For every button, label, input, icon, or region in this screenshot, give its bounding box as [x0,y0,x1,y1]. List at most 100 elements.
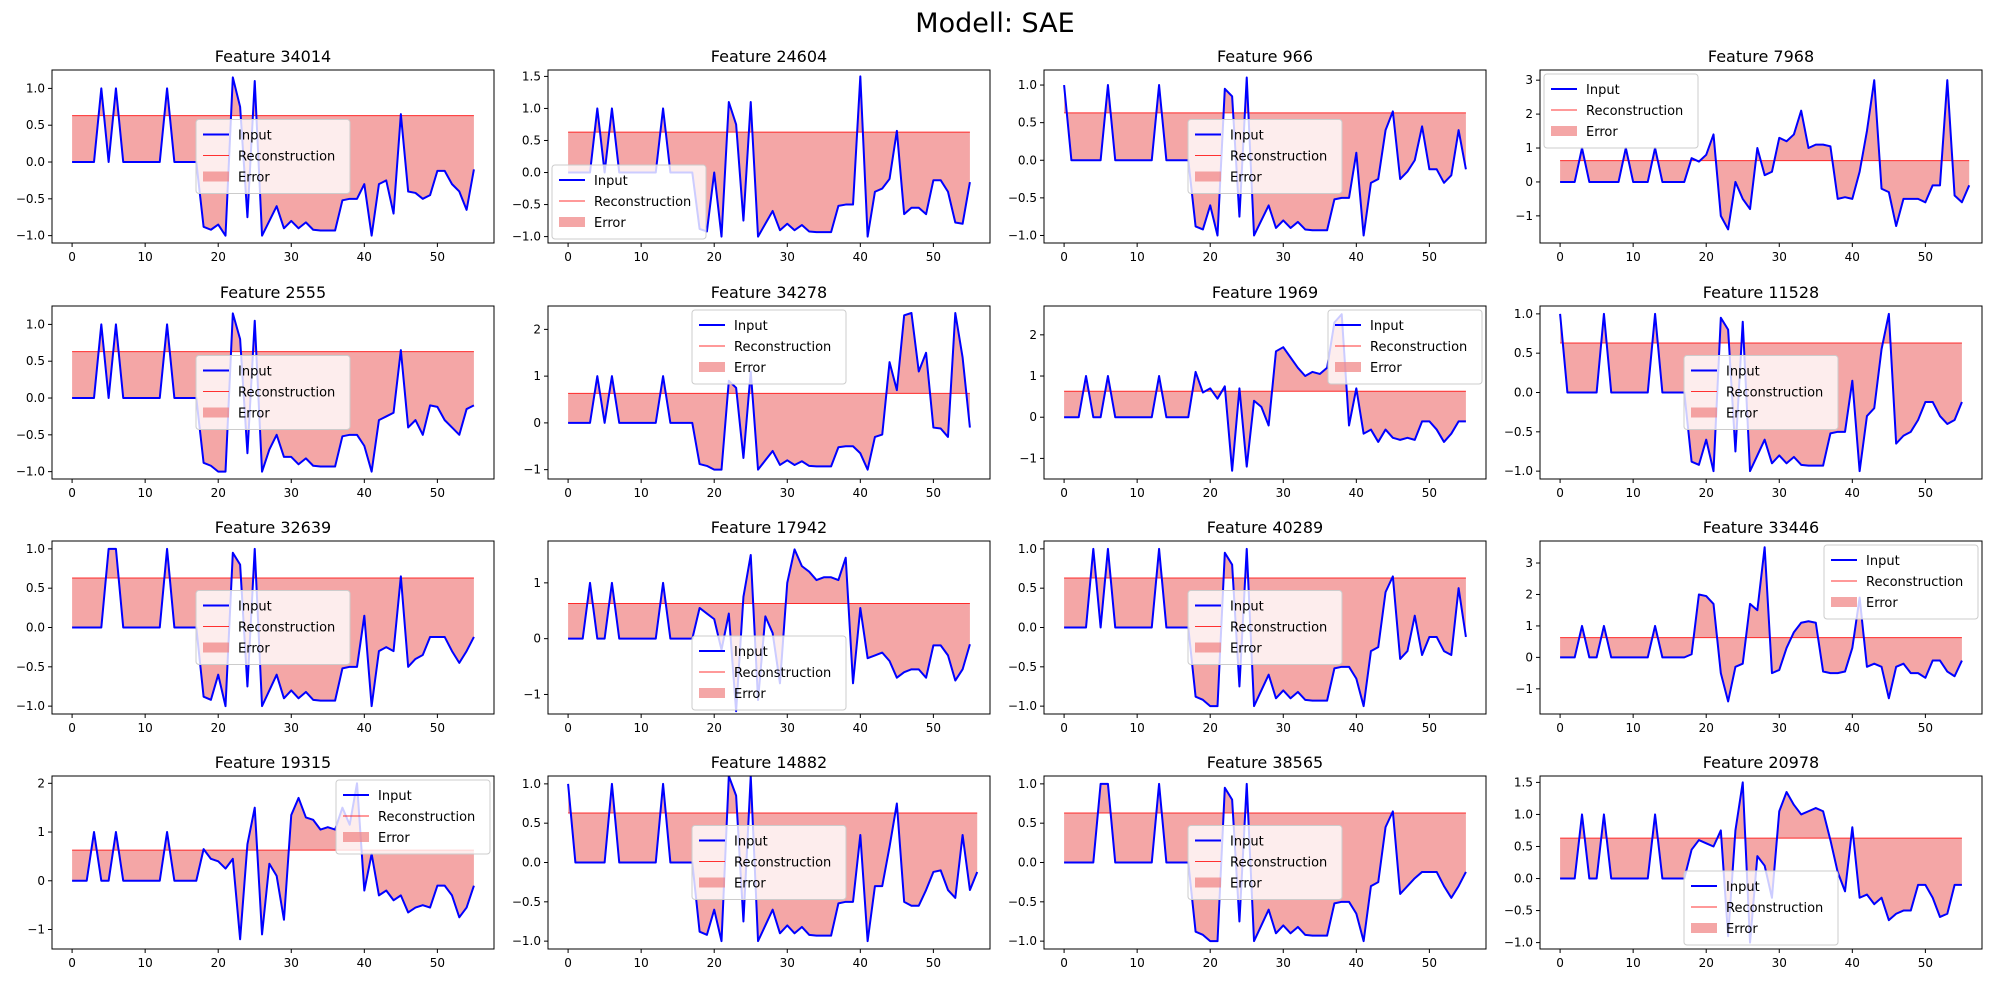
subplot: Feature 966 0 10 20 30 40 50 −1.0 −0.5 0.0 0.5 1.0 I… [1008,47,1487,264]
legend-label: Input [238,365,272,380]
legend-label: Reconstruction [1230,856,1327,871]
legend: Input Reconstruction Error [1187,119,1343,194]
x-tick-label: 10 [1130,486,1145,500]
legend-error-handle [1691,407,1717,418]
y-tick-label: 0.0 [1018,856,1037,870]
axes-frame [1539,540,1983,715]
y-tick-label: −1.0 [1008,228,1037,242]
x-tick-label: 0 [1556,721,1564,735]
y-tick-label: −1 [1019,451,1037,465]
legend-label: Error [594,216,626,231]
subplot-title: Feature 40289 [1207,518,1323,537]
subplot: Feature 20978 0 10 20 30 40 50 −1.0 −0.5 0.0 0.5 1.… [1504,753,1983,970]
legend-error-handle [699,362,725,372]
legend: Input Reconstruction Error [195,119,351,194]
x-tick-label: 10 [1626,250,1641,264]
legend-label: Reconstruction [734,666,831,681]
y-tick-label: 1.0 [1514,807,1533,821]
y-tick-label: 1 [1525,141,1533,155]
y-tick-label: 3 [1525,73,1533,87]
y-tick-label: 1.0 [1018,78,1037,92]
x-tick-label: 0 [1556,250,1564,264]
x-tick-label: 30 [1772,956,1787,970]
y-tick-label: 0 [533,416,541,430]
x-tick-label: 40 [853,721,868,735]
legend-label: Reconstruction [378,810,475,825]
x-tick-label: 50 [1918,721,1933,735]
y-tick-label: 1 [533,576,541,590]
legend-box [1823,544,1979,620]
x-tick-label: 30 [1276,956,1291,970]
y-tick-label: 0.5 [26,354,45,368]
input-line [1560,79,1971,231]
legend: Input Reconstruction Error [335,779,491,855]
y-tick-label: 1 [37,825,45,839]
x-tick-label: 30 [1772,486,1787,500]
y-tick-label: 0.5 [1514,839,1533,853]
x-tick-label: 50 [1422,721,1437,735]
legend-label: Input [734,645,768,660]
x-tick-label: 0 [1060,721,1068,735]
x-tick-label: 50 [430,956,445,970]
legend: Input Reconstruction Error [195,355,351,430]
legend-error-handle [203,407,229,418]
legend-label: Reconstruction [1866,575,1963,590]
x-tick-label: 0 [564,956,572,970]
y-tick-label: 0.0 [522,856,541,870]
legend-label: Error [1866,596,1898,611]
axes-frame [51,69,495,244]
y-tick-label: 1.0 [1018,777,1037,791]
x-tick-label: 40 [357,956,372,970]
legend-error-handle [1691,923,1717,933]
x-tick-label: 20 [211,486,226,500]
legend-error-handle [1195,877,1221,888]
legend-box [1683,355,1839,430]
x-tick-label: 50 [926,486,941,500]
x-tick-label: 20 [1203,721,1218,735]
x-tick-label: 0 [564,250,572,264]
y-tick-label: 1.0 [1514,307,1533,321]
subplot: Feature 40289 0 10 20 30 40 50 −1.0 −0.5 0.0 0.5 1.… [1008,518,1487,735]
legend-box [1187,825,1343,900]
plot-area [1560,546,1963,703]
x-tick-label: 10 [1626,721,1641,735]
subplot-title: Feature 33446 [1703,518,1819,537]
input-line [1560,546,1963,703]
legend-label: Reconstruction [238,150,335,165]
legend-label: Reconstruction [1370,340,1467,355]
y-tick-label: 0.0 [1018,153,1037,167]
y-tick-label: 0.5 [1018,581,1037,595]
x-tick-label: 20 [211,250,226,264]
x-tick-label: 40 [357,721,372,735]
axes-frame [547,305,991,480]
y-tick-label: −1.0 [1504,464,1533,478]
legend-box [1683,870,1839,946]
input-line [1560,781,1962,944]
y-tick-label: 0.0 [1514,386,1533,400]
y-tick-label: 1 [1029,369,1037,383]
legend-label: Error [238,407,270,422]
x-tick-label: 50 [1918,250,1933,264]
legend: Input Reconstruction Error [691,825,847,900]
subplot: Feature 34278 0 10 20 30 40 50 −1 0 1 2 Input Recons… [523,283,991,500]
x-tick-label: 50 [926,721,941,735]
input-line [1064,782,1467,943]
y-tick-label: −1.0 [16,465,45,479]
legend-error-handle [343,832,369,842]
x-tick-label: 10 [1626,486,1641,500]
x-tick-label: 50 [1422,956,1437,970]
legend-label: Reconstruction [1586,104,1683,119]
y-tick-label: −0.5 [512,895,541,909]
x-tick-label: 30 [1276,250,1291,264]
legend-box [1327,309,1483,385]
y-tick-label: 2 [533,322,541,336]
legend-label: Reconstruction [594,195,691,210]
legend-label: Reconstruction [1726,386,1823,401]
legend-label: Input [734,835,768,850]
x-tick-label: 40 [1349,721,1364,735]
y-tick-label: 3 [1525,556,1533,570]
plot-area [1560,79,1971,231]
legend-error-handle [203,171,229,182]
legend-label: Input [1230,835,1264,850]
